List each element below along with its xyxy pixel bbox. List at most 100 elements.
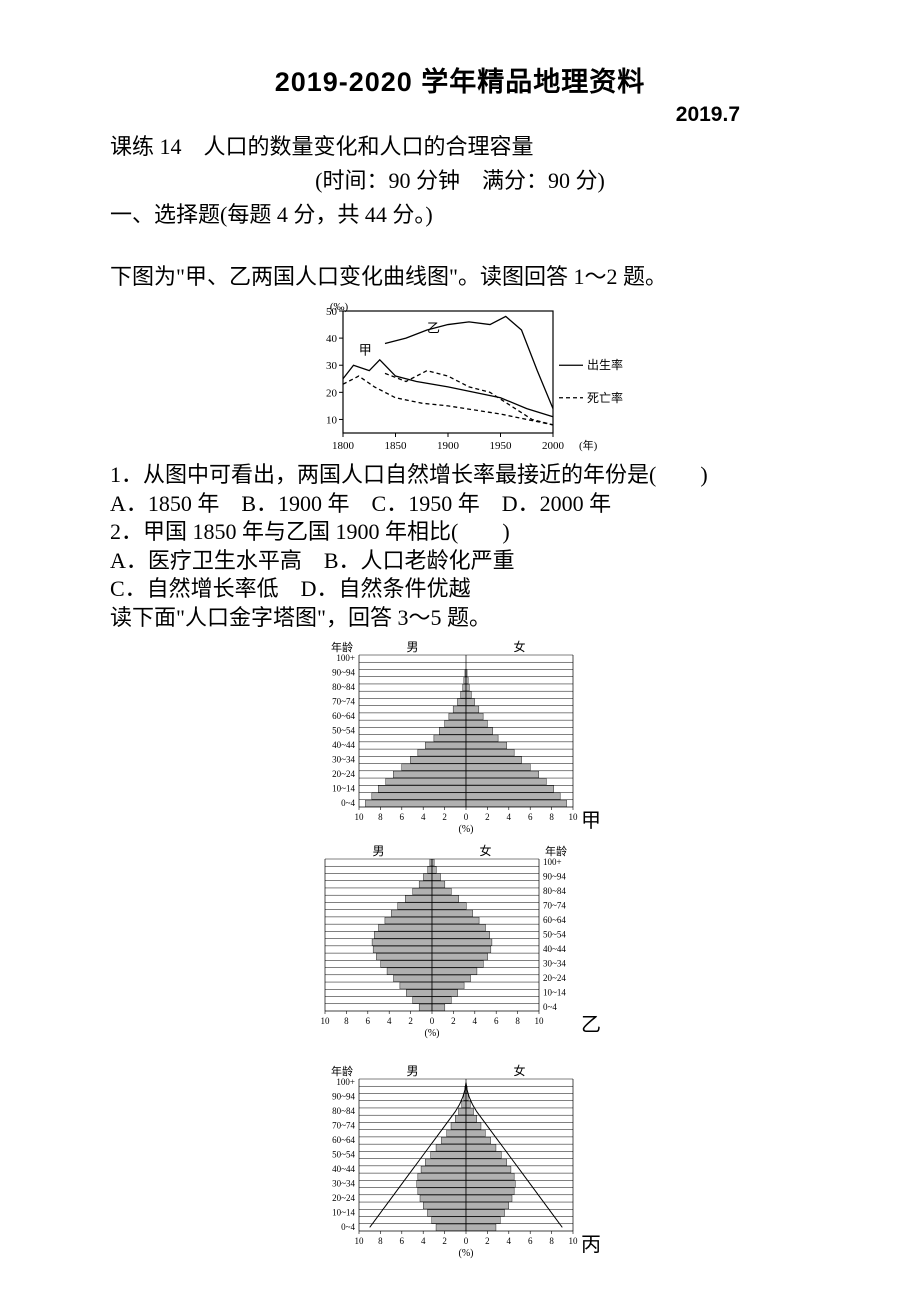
svg-text:10: 10 <box>355 812 365 822</box>
svg-text:40: 40 <box>326 333 338 345</box>
svg-text:10: 10 <box>569 812 579 822</box>
timing-line: (时间：90 分钟 满分：90 分) <box>110 163 810 195</box>
svg-text:10~14: 10~14 <box>332 783 355 793</box>
q1-stem: 1．从图中可看出，两国人口自然增长率最接近的年份是( ) <box>110 461 810 490</box>
svg-text:2: 2 <box>442 1236 447 1246</box>
svg-text:50~54: 50~54 <box>332 725 355 735</box>
svg-text:0~4: 0~4 <box>341 798 355 808</box>
svg-text:出生率: 出生率 <box>587 357 623 372</box>
svg-text:90~94: 90~94 <box>332 1091 355 1101</box>
svg-text:10~14: 10~14 <box>332 1207 355 1217</box>
svg-text:10: 10 <box>535 1016 545 1026</box>
svg-text:2000: 2000 <box>542 440 565 452</box>
doc-title: 2019-2020 学年精品地理资料 <box>110 60 810 99</box>
svg-text:8: 8 <box>378 1236 383 1246</box>
svg-text:4: 4 <box>473 1016 478 1026</box>
svg-text:10: 10 <box>355 1236 365 1246</box>
svg-text:40~44: 40~44 <box>332 1164 355 1174</box>
svg-text:60~64: 60~64 <box>332 1135 355 1145</box>
svg-text:6: 6 <box>400 1236 405 1246</box>
svg-text:(‰): (‰) <box>330 301 349 313</box>
svg-text:女: 女 <box>513 639 525 654</box>
svg-text:4: 4 <box>421 812 426 822</box>
svg-text:0: 0 <box>464 1236 469 1246</box>
svg-text:1850: 1850 <box>385 440 408 452</box>
pyramid-yi: 男女年龄100+90~9480~8470~7460~6450~5440~4430… <box>110 841 810 1041</box>
svg-text:6: 6 <box>494 1016 499 1026</box>
q1-options: A．1850 年 B．1900 年 C．1950 年 D．2000 年 <box>110 490 810 519</box>
svg-text:6: 6 <box>528 1236 533 1246</box>
intro-chart: 下图为"甲、乙两国人口变化曲线图"。读图回答 1～2 题。 <box>110 259 810 291</box>
svg-text:(%): (%) <box>459 824 474 835</box>
svg-text:2: 2 <box>408 1016 413 1026</box>
svg-text:2: 2 <box>485 812 490 822</box>
svg-text:女: 女 <box>479 843 491 858</box>
svg-text:70~74: 70~74 <box>332 1120 355 1130</box>
svg-text:6: 6 <box>400 812 405 822</box>
svg-text:1950: 1950 <box>490 440 513 452</box>
svg-text:女: 女 <box>513 1063 525 1078</box>
svg-text:0: 0 <box>430 1016 435 1026</box>
svg-text:2: 2 <box>442 812 447 822</box>
svg-text:8: 8 <box>344 1016 349 1026</box>
svg-text:4: 4 <box>421 1236 426 1246</box>
svg-text:4: 4 <box>507 1236 512 1246</box>
svg-text:男: 男 <box>372 844 384 858</box>
svg-text:8: 8 <box>549 812 554 822</box>
svg-text:男: 男 <box>406 1064 418 1078</box>
svg-text:30~34: 30~34 <box>543 958 566 968</box>
svg-text:丙: 丙 <box>581 1234 601 1256</box>
svg-text:50~54: 50~54 <box>543 929 566 939</box>
svg-text:20~24: 20~24 <box>332 1193 355 1203</box>
svg-text:男: 男 <box>406 640 418 654</box>
svg-text:20: 20 <box>326 387 338 399</box>
svg-text:乙: 乙 <box>581 1014 601 1036</box>
svg-text:2: 2 <box>485 1236 490 1246</box>
svg-text:30~34: 30~34 <box>332 1178 355 1188</box>
section-one-head: 一、选择题(每题 4 分，共 44 分。) <box>110 197 810 229</box>
svg-text:40~44: 40~44 <box>543 944 566 954</box>
svg-text:4: 4 <box>387 1016 392 1026</box>
svg-text:60~64: 60~64 <box>332 711 355 721</box>
page: 2019-2020 学年精品地理资料 2019.7 课练 14 人口的数量变化和… <box>0 0 920 1301</box>
svg-text:(年): (年) <box>579 438 598 452</box>
svg-text:70~74: 70~74 <box>332 696 355 706</box>
pyramid-jia: 男女年龄100+90~9480~8470~7460~6450~5440~4430… <box>110 637 810 837</box>
doc-date: 2019.7 <box>110 103 810 127</box>
svg-text:甲: 甲 <box>581 810 601 832</box>
svg-text:年龄: 年龄 <box>331 1064 353 1078</box>
svg-text:8: 8 <box>515 1016 520 1026</box>
svg-text:40~44: 40~44 <box>332 740 355 750</box>
svg-text:8: 8 <box>549 1236 554 1246</box>
svg-text:2: 2 <box>451 1016 456 1026</box>
svg-text:80~84: 80~84 <box>332 682 355 692</box>
svg-text:10: 10 <box>569 1236 579 1246</box>
svg-text:30: 30 <box>326 360 338 372</box>
pyramid-bing: 男女年龄100+90~9480~8470~7460~6450~5440~4430… <box>110 1061 810 1261</box>
svg-text:乙: 乙 <box>427 321 440 336</box>
svg-text:1900: 1900 <box>437 440 460 452</box>
svg-text:80~84: 80~84 <box>332 1106 355 1116</box>
svg-text:10: 10 <box>321 1016 331 1026</box>
svg-text:90~94: 90~94 <box>543 871 566 881</box>
intro-pyramid: 读下面"人口金字塔图"，回答 3～5 题。 <box>110 604 810 633</box>
svg-text:死亡率: 死亡率 <box>587 390 623 405</box>
svg-text:0: 0 <box>464 812 469 822</box>
svg-text:20~24: 20~24 <box>543 973 566 983</box>
svg-text:20~24: 20~24 <box>332 769 355 779</box>
svg-text:8: 8 <box>378 812 383 822</box>
svg-text:4: 4 <box>507 812 512 822</box>
svg-text:100+: 100+ <box>336 653 355 663</box>
svg-text:100+: 100+ <box>543 857 562 867</box>
svg-text:6: 6 <box>528 812 533 822</box>
svg-text:(%): (%) <box>459 1248 474 1259</box>
q2-options-a: A．医疗卫生水平高 B．人口老龄化严重 <box>110 547 810 576</box>
q2-options-b: C．自然增长率低 D．自然条件优越 <box>110 575 810 604</box>
svg-text:10: 10 <box>326 414 338 426</box>
svg-text:1800: 1800 <box>332 440 355 452</box>
svg-text:0~4: 0~4 <box>341 1222 355 1232</box>
svg-text:100+: 100+ <box>336 1077 355 1087</box>
svg-text:6: 6 <box>366 1016 371 1026</box>
q2-stem: 2．甲国 1850 年与乙国 1900 年相比( ) <box>110 518 810 547</box>
svg-text:(%): (%) <box>425 1028 440 1039</box>
